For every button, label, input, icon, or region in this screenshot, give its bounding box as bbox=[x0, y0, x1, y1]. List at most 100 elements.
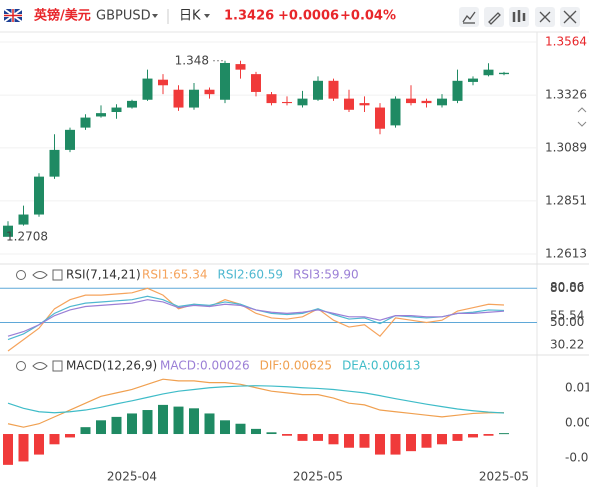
histogram-bar bbox=[452, 434, 463, 441]
histogram-bar bbox=[80, 427, 91, 435]
candle-body bbox=[421, 100, 432, 104]
candle-body bbox=[499, 72, 509, 75]
legend-entry: DIF:0.00625 bbox=[260, 359, 332, 373]
histogram-bar bbox=[390, 434, 401, 455]
candle-body bbox=[375, 107, 385, 129]
candle-body bbox=[111, 107, 122, 113]
collapse-toggle[interactable] bbox=[577, 107, 587, 127]
low-marker: 1.2708 bbox=[6, 229, 48, 243]
histogram-bar bbox=[499, 433, 509, 435]
candle-body bbox=[297, 98, 308, 106]
histogram-bar bbox=[375, 434, 385, 455]
candle-body bbox=[344, 98, 354, 110]
candle-body bbox=[3, 225, 13, 237]
histogram-bar bbox=[65, 434, 75, 438]
y-tick-label: 1.3564 bbox=[545, 35, 587, 49]
lock-icon[interactable] bbox=[52, 269, 63, 281]
candle-body bbox=[80, 117, 91, 128]
settings-icon[interactable] bbox=[16, 361, 26, 371]
x-tick-label: 2025-05 bbox=[293, 470, 343, 484]
draw-button[interactable] bbox=[484, 7, 504, 27]
reference-label: 80.00 bbox=[550, 281, 584, 295]
candle-body bbox=[34, 176, 44, 215]
histogram-bar bbox=[282, 434, 292, 436]
price-change: +0.0006 bbox=[278, 9, 339, 24]
rsi-line bbox=[7, 287, 505, 352]
settings-button[interactable] bbox=[535, 7, 555, 27]
legend-entry: RSI2:60.59 bbox=[218, 268, 284, 282]
histogram-bar bbox=[220, 420, 230, 435]
candle-body bbox=[328, 80, 339, 99]
high-marker: 1.348 bbox=[175, 53, 209, 67]
histogram-bar bbox=[313, 434, 323, 441]
fullscreen-button[interactable] bbox=[560, 7, 580, 27]
visibility-icon[interactable] bbox=[32, 362, 48, 370]
histogram-bar bbox=[421, 434, 432, 448]
histogram-bar bbox=[3, 434, 13, 465]
candle-body bbox=[18, 214, 29, 225]
candle-body bbox=[158, 79, 168, 86]
y-tick-label: 80.86 bbox=[550, 280, 584, 294]
macd-line bbox=[7, 385, 505, 414]
y-tick-label: 1.2613 bbox=[545, 246, 587, 260]
y-tick-label: -0.00701 bbox=[565, 451, 589, 465]
candle-body bbox=[189, 89, 199, 108]
candle-body bbox=[483, 69, 494, 76]
candle-body bbox=[49, 149, 60, 177]
y-tick-label: 0.00321 bbox=[565, 416, 589, 430]
lock-icon[interactable] bbox=[52, 360, 63, 372]
legend-entry: DEA:0.00613 bbox=[342, 359, 421, 373]
candle-body bbox=[142, 78, 153, 100]
dropdown-arrow[interactable] bbox=[152, 14, 158, 18]
histogram-bar bbox=[158, 404, 168, 435]
y-tick-label: 1.3326 bbox=[545, 88, 587, 102]
y-tick-label: 1.2851 bbox=[545, 193, 587, 207]
histogram-bar bbox=[34, 434, 44, 455]
histogram-bar bbox=[235, 423, 246, 435]
symbol-code[interactable]: GBPUSD bbox=[96, 9, 151, 24]
rsi-line bbox=[7, 299, 505, 337]
histogram-bar bbox=[359, 434, 370, 448]
histogram-bar bbox=[266, 432, 277, 435]
legend-entry: RSI1:65.34 bbox=[142, 268, 208, 282]
histogram-bar bbox=[483, 434, 494, 436]
candle-body bbox=[65, 129, 75, 150]
legend-entry: RSI3:59.90 bbox=[293, 268, 359, 282]
settings-icon[interactable] bbox=[16, 270, 26, 280]
candle-body bbox=[235, 64, 246, 70]
histogram-bar bbox=[49, 434, 60, 445]
histogram-bar bbox=[111, 416, 122, 435]
histogram-bar bbox=[328, 434, 339, 445]
candle-body bbox=[406, 98, 416, 104]
macd-line bbox=[7, 378, 505, 428]
y-tick-label: 30.22 bbox=[550, 338, 584, 352]
candle-body bbox=[313, 80, 323, 100]
period[interactable]: 日K bbox=[179, 9, 201, 24]
x-tick-label: 2025-04 bbox=[107, 470, 157, 484]
candle-body bbox=[390, 98, 401, 126]
indicator-title: MACD(12,26,9) bbox=[66, 359, 157, 373]
visibility-icon[interactable] bbox=[32, 271, 48, 279]
histogram-bar bbox=[142, 410, 153, 435]
histogram-bar bbox=[189, 408, 199, 435]
histogram-bar bbox=[406, 434, 416, 452]
y-tick-label: 1.3089 bbox=[545, 140, 587, 154]
histogram-bar bbox=[297, 434, 308, 441]
reference-label: 50.00 bbox=[550, 315, 584, 329]
legend-entry: MACD:0.00026 bbox=[160, 359, 250, 373]
candle-body bbox=[204, 89, 215, 95]
price-change-pct: +0.04% bbox=[340, 9, 396, 24]
symbol-name[interactable]: 英镑/美元 bbox=[33, 8, 91, 24]
chart-type-button[interactable] bbox=[509, 7, 529, 27]
candle-body bbox=[96, 113, 106, 117]
x-tick-label: 2025-05 bbox=[479, 470, 529, 484]
indicator-title: RSI(7,14,21) bbox=[66, 268, 141, 282]
histogram-bar bbox=[468, 434, 478, 438]
candle-body bbox=[359, 103, 370, 106]
indicator-button[interactable] bbox=[459, 7, 479, 27]
candle-body bbox=[452, 80, 463, 101]
histogram-bar bbox=[251, 428, 261, 435]
dropdown-arrow[interactable] bbox=[204, 14, 210, 18]
last-price: 1.3426 bbox=[224, 9, 274, 24]
